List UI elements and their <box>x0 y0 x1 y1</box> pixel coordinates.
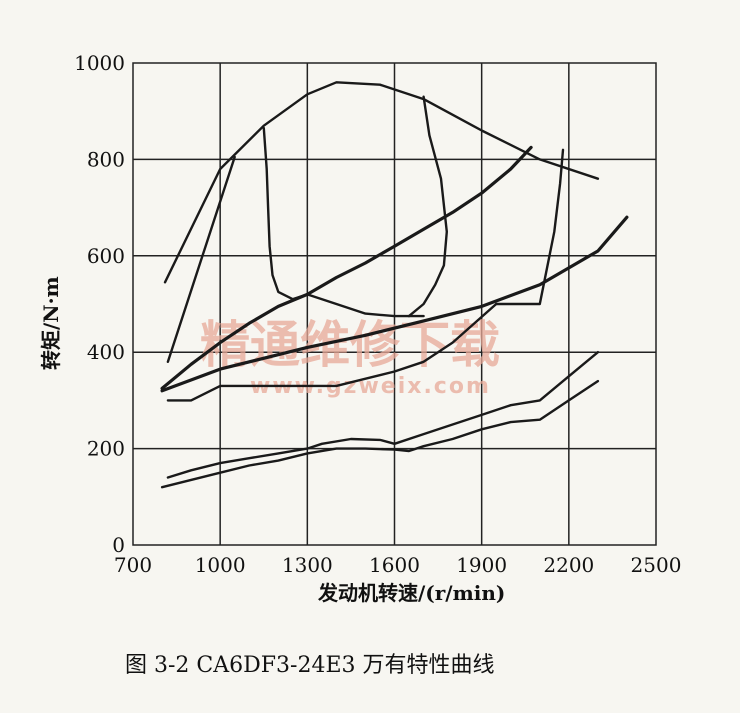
series-line-10 <box>160 379 600 489</box>
y-tick-label: 1000 <box>74 51 125 75</box>
x-axis-label: 发动机转速/(r/min) <box>317 581 505 605</box>
x-tick-label: 700 <box>114 553 152 577</box>
series-line-3 <box>160 145 533 390</box>
x-tick-label: 2200 <box>543 553 594 577</box>
y-axis-label: 转矩/N·m <box>39 276 63 370</box>
y-tick-label: 600 <box>87 244 125 268</box>
x-tick-label: 1300 <box>282 553 333 577</box>
x-tick-label: 1000 <box>195 553 246 577</box>
plot-series <box>160 81 629 489</box>
series-line-1 <box>163 81 600 284</box>
x-tick-label: 2500 <box>631 553 682 577</box>
figure-caption: 图 3-2 CA6DF3-24E3 万有特性曲线 <box>125 653 495 678</box>
tick-labels: 700 1000 1300 1600 1900 2200 2500 0 200 400 600 800… <box>74 51 681 577</box>
y-tick-label: 200 <box>87 437 125 461</box>
x-tick-label: 1900 <box>456 553 507 577</box>
y-tick-label: 400 <box>87 340 125 364</box>
grid-lines <box>132 62 657 546</box>
y-tick-label: 0 <box>112 533 125 557</box>
series-line-7 <box>407 95 448 318</box>
y-tick-label: 800 <box>87 147 125 171</box>
series-line-2 <box>166 155 236 363</box>
series-line-4 <box>160 215 629 393</box>
x-tick-label: 1600 <box>369 553 420 577</box>
series-line-9 <box>166 351 600 479</box>
series-line-5 <box>166 302 498 402</box>
series-line-8 <box>495 148 565 306</box>
series-line-6 <box>262 126 425 318</box>
